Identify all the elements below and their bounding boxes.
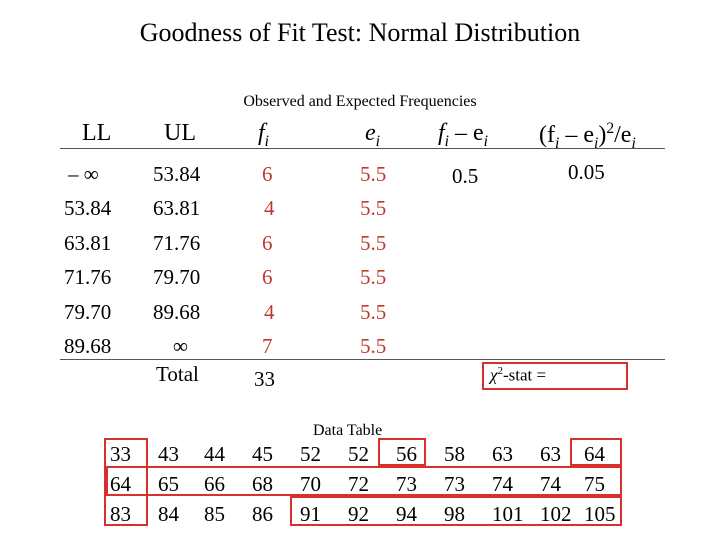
- row-fi: 6: [262, 162, 273, 186]
- header-rule: [60, 148, 665, 149]
- data-table-cell: 75: [584, 472, 605, 496]
- data-table-cell: 43: [158, 442, 179, 466]
- data-box-row1-64: [570, 438, 622, 466]
- header-ul: UL: [164, 120, 196, 146]
- row-ei: 5.5: [360, 265, 387, 289]
- row-fi: 7: [262, 334, 273, 358]
- row-ul: 71.76: [153, 231, 201, 255]
- data-table-cell: 52: [348, 442, 369, 466]
- header-ei: ei: [365, 120, 380, 150]
- row-diff: 0.5: [452, 164, 479, 188]
- data-table-cell: 92: [348, 502, 369, 526]
- row-ei: 5.5: [360, 334, 387, 358]
- row-ll: 71.76: [64, 265, 112, 289]
- data-table-cell: 56: [396, 442, 417, 466]
- chi-stat-box: [482, 362, 628, 390]
- row-ei: 5.5: [360, 300, 387, 324]
- data-box-row3-tail: [290, 496, 622, 526]
- row-ei: 5.5: [360, 196, 387, 220]
- data-box-row-2: [106, 466, 622, 496]
- row-fi: 6: [262, 265, 273, 289]
- data-table-cell: 45: [252, 442, 273, 466]
- data-table-cell: 58: [444, 442, 465, 466]
- header-diff: fi – ei: [438, 120, 489, 150]
- row-ei: 5.5: [360, 162, 387, 186]
- row-fi: 4: [264, 300, 275, 324]
- data-table-cell: 98: [444, 502, 465, 526]
- row-ll: – ∞: [68, 162, 99, 186]
- row-ll: 79.70: [64, 300, 112, 324]
- data-table-cell: 73: [396, 472, 417, 496]
- data-table-cell: 63: [540, 442, 561, 466]
- data-table-label: Data Table: [313, 422, 383, 439]
- data-table-cell: 64: [110, 472, 131, 496]
- row-ul: 89.68: [153, 300, 201, 324]
- data-table-cell: 33: [110, 442, 131, 466]
- data-table-cell: 52: [300, 442, 321, 466]
- data-box-row1-56: [378, 438, 426, 466]
- total-label: Total: [156, 362, 199, 386]
- slide-title: Goodness of Fit Test: Normal Distributio…: [139, 18, 581, 47]
- table-subtitle: Observed and Expected Frequencies: [243, 93, 477, 110]
- data-table-cell: 66: [204, 472, 225, 496]
- data-table-cell: 84: [158, 502, 179, 526]
- header-fi: fi: [258, 120, 270, 150]
- data-table-cell: 83: [110, 502, 131, 526]
- data-table-cell: 101: [492, 502, 524, 526]
- header-chi-component: (fi – ei)2/ei: [539, 120, 636, 152]
- data-table-cell: 91: [300, 502, 321, 526]
- data-table-cell: 105: [584, 502, 616, 526]
- row-ll: 89.68: [64, 334, 112, 358]
- row-fi: 4: [264, 196, 275, 220]
- data-table-cell: 94: [396, 502, 417, 526]
- chi-stat-label: χ2-stat =: [490, 365, 547, 385]
- data-table-cell: 73: [444, 472, 465, 496]
- data-table-cell: 65: [158, 472, 179, 496]
- row-ul: 79.70: [153, 265, 201, 289]
- data-table-cell: 68: [252, 472, 273, 496]
- data-table-cell: 86: [252, 502, 273, 526]
- data-table-cell: 64: [584, 442, 605, 466]
- data-table-cell: 85: [204, 502, 225, 526]
- row-ul: 63.81: [153, 196, 201, 220]
- row-ul: 53.84: [153, 162, 201, 186]
- total-value: 33: [254, 367, 275, 391]
- data-table-cell: 74: [492, 472, 513, 496]
- row-chi: 0.05: [568, 160, 605, 184]
- data-table-cell: 44: [204, 442, 225, 466]
- data-table-cell: 70: [300, 472, 321, 496]
- row-fi: 6: [262, 231, 273, 255]
- data-table-cell: 63: [492, 442, 513, 466]
- row-ei: 5.5: [360, 231, 387, 255]
- data-table-cell: 74: [540, 472, 561, 496]
- table-bottom-rule: [60, 359, 665, 360]
- data-table-cell: 72: [348, 472, 369, 496]
- row-ul: ∞: [173, 334, 188, 358]
- data-table-cell: 102: [540, 502, 572, 526]
- row-ll: 53.84: [64, 196, 112, 220]
- data-box-column-1: [104, 438, 148, 526]
- row-ll: 63.81: [64, 231, 112, 255]
- header-ll: LL: [82, 120, 112, 146]
